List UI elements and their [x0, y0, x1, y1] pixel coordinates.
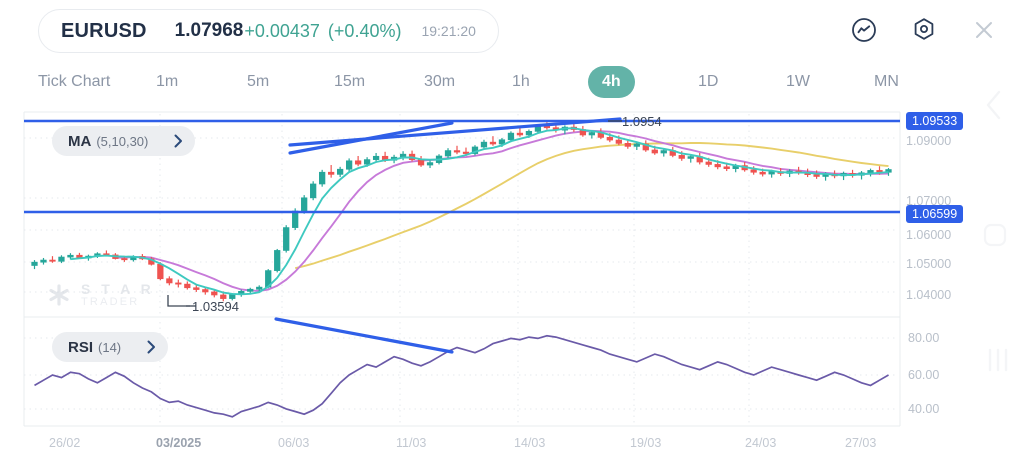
symbol-change-pct: (+0.40%) — [327, 20, 402, 41]
watermark-line-2: TRADER — [81, 295, 140, 308]
timeframe-tab-bar: Tick Chart 1m 5m 15m 30m 1h 4h 1D 1W MN — [0, 66, 940, 108]
watermark: S T A R TRADER — [46, 282, 154, 308]
timeframe-tab-1d[interactable]: 1D — [698, 73, 719, 90]
symbol-price: 1.07968 — [174, 20, 244, 41]
timeframe-tab-5m[interactable]: 5m — [247, 73, 270, 90]
date-axis-label: 24/03 — [745, 436, 777, 450]
chart-header: EURUSD 1.07968 +0.00437 (+0.40%) 19:21:2… — [0, 0, 1024, 62]
star-logo-icon — [49, 284, 69, 306]
close-icon[interactable] — [966, 12, 1002, 48]
drawing-tool-square-icon[interactable] — [982, 222, 1008, 253]
timeframe-tab-15m[interactable]: 15m — [334, 73, 366, 90]
rsi-axis-label: 40.00 — [908, 402, 940, 416]
price-axis-label: 1.05000 — [906, 257, 952, 271]
rsi-axis-label: 60.00 — [908, 368, 940, 382]
ma-slow-line — [294, 142, 889, 270]
date-axis-label: 19/03 — [630, 436, 662, 450]
price-axis-label: 1.06000 — [906, 228, 952, 242]
price-axis-label: 1.09000 — [906, 134, 952, 148]
chart-plot-svg — [23, 111, 901, 427]
timeframe-tab-4h[interactable]: 4h — [588, 66, 635, 98]
price-axis-label: 1.07000 — [906, 194, 952, 208]
symbol-quote-pill[interactable]: EURUSD 1.07968 +0.00437 (+0.40%) 19:21:2… — [38, 9, 499, 53]
chevron-right-icon[interactable] — [147, 340, 156, 354]
date-axis-label: 27/03 — [845, 436, 877, 450]
timeframe-tab-1h[interactable]: 1h — [512, 73, 530, 90]
trendline-wedge-lower — [288, 121, 454, 155]
ma-chip-label: MA — [68, 132, 92, 150]
rsi-chip-label: RSI — [68, 338, 94, 356]
timeframe-tab-1w[interactable]: 1W — [786, 73, 810, 90]
volume-bars-icon[interactable] — [986, 347, 1010, 378]
rsi-axis-label: 80.00 — [908, 331, 940, 345]
price-axis-label: 1.04000 — [906, 288, 952, 302]
ma-chip-params: (5,10,30) — [96, 133, 149, 149]
trendline-rsi-divergence — [274, 317, 454, 354]
symbol-timestamp: 19:21:20 — [421, 23, 476, 39]
timeframe-tab-30m[interactable]: 30m — [424, 73, 456, 90]
rsi-chip-params: (14) — [98, 339, 122, 355]
date-axis-label: 14/03 — [514, 436, 546, 450]
symbol-name: EURUSD — [61, 19, 147, 42]
chevron-right-icon[interactable] — [174, 134, 183, 148]
indicator-chip-ma[interactable]: MA (5,10,30) — [52, 126, 196, 156]
swing-high-label: 1.0954 — [622, 114, 662, 129]
rsi-line — [34, 334, 889, 418]
price-axis-badge[interactable]: 1.09533 — [906, 112, 964, 130]
header-icon-group — [846, 12, 1002, 48]
swing-low-label: 1.03594 — [192, 299, 239, 314]
date-axis-label: 06/03 — [278, 436, 310, 450]
settings-hexagon-icon[interactable] — [906, 12, 942, 48]
date-axis-label: 03/2025 — [156, 436, 202, 450]
indicator-chip-rsi[interactable]: RSI (14) — [52, 332, 169, 362]
chart-line-circle-icon[interactable] — [846, 12, 882, 48]
timeframe-tab-1m[interactable]: 1m — [156, 73, 179, 90]
collapse-panel-chevron-icon[interactable] — [981, 88, 1007, 127]
date-axis-label: 11/03 — [396, 436, 427, 450]
watermark-line-1: S T A R — [81, 281, 155, 297]
symbol-change: +0.00437 — [244, 20, 320, 41]
date-axis-label: 26/02 — [49, 436, 81, 450]
ma-mid-line — [115, 129, 889, 292]
trendline-wedge-upper — [288, 117, 622, 147]
swing-low-marker — [167, 295, 196, 307]
chart-canvas[interactable]: MA (5,10,30) RSI (14) S — [0, 110, 1024, 430]
ma-fast-line — [70, 127, 889, 296]
price-axis-badge[interactable]: 1.06599 — [906, 205, 964, 223]
timeframe-tab-tick-chart[interactable]: Tick Chart — [38, 73, 111, 90]
timeframe-tab-mn[interactable]: MN — [874, 73, 899, 90]
